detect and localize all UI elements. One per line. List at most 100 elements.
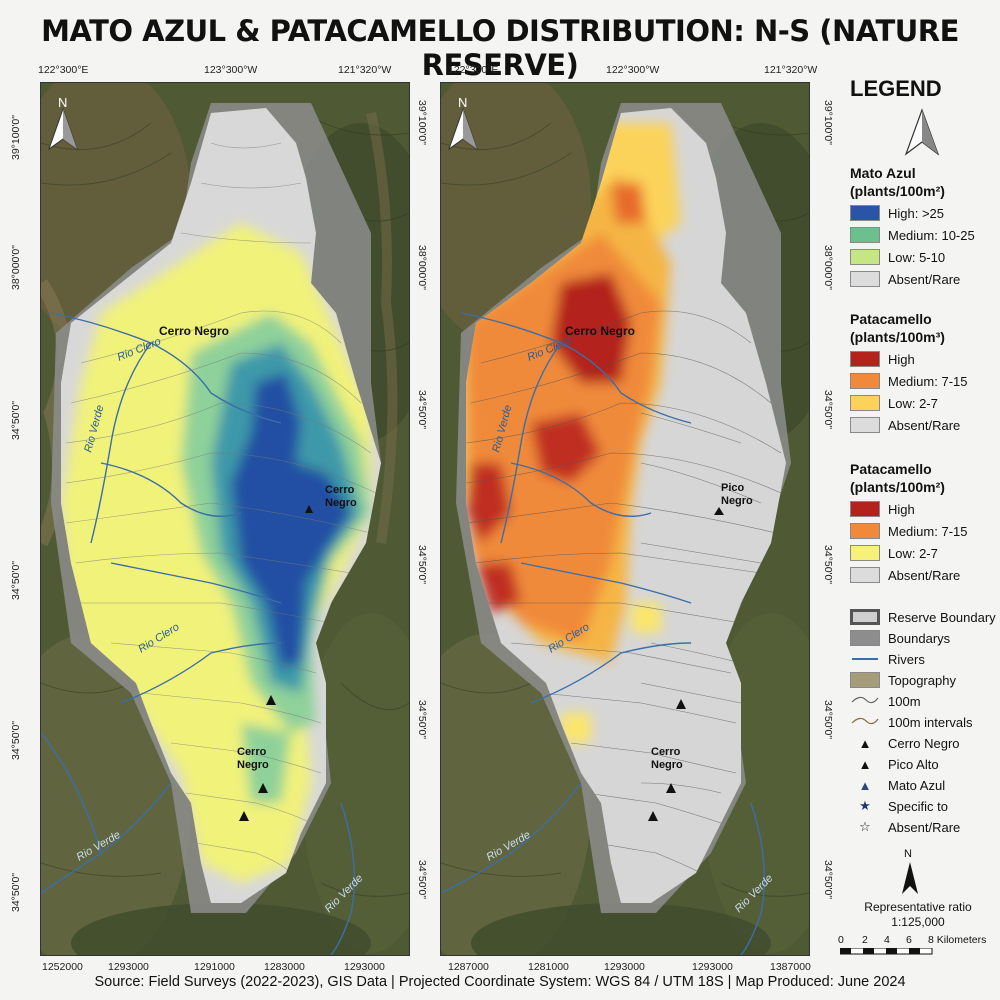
legend-north-arrow-icon xyxy=(904,108,940,156)
legend-item: ▲ Pico Alto xyxy=(850,755,939,773)
contour-line-icon xyxy=(850,694,880,709)
svg-text:N: N xyxy=(58,95,67,110)
right-side-coord-5: 34°50'0" xyxy=(822,700,834,740)
mato-azul-map[interactable]: Cerro Negro Cerro Negro Cerro Negro Rio Cl… xyxy=(40,82,410,956)
right-side-coord-2: 38°000'0" xyxy=(822,245,834,290)
legend-label: Absent/Rare xyxy=(888,417,961,433)
legend-swatch xyxy=(850,395,880,411)
legend-heading-patacamello-1: Patacamello (plants/100m³) xyxy=(850,310,945,346)
scale-ratio: 1:125,000 xyxy=(891,915,945,929)
mid-left-coord-1: 39°100'0" xyxy=(416,100,428,145)
legend-label: 100m intervals xyxy=(888,714,973,730)
peak-triangle-icon xyxy=(258,783,268,793)
legend-label: High xyxy=(888,351,915,367)
legend-item: ▲ Mato Azul xyxy=(850,776,946,794)
legend-label: Medium: 10-25 xyxy=(888,227,975,243)
mid-left-coord-6: 34°50'0" xyxy=(416,860,428,900)
legend-heading-line: (plants/100m³) xyxy=(850,329,945,345)
legend-item: Medium: 7-15 xyxy=(850,372,967,390)
legend-item: Medium: 7-15 xyxy=(850,522,967,540)
legend-item: Topography xyxy=(850,671,956,689)
legend-heading-line: (plants/100m²) xyxy=(850,183,945,199)
patacamello-map[interactable]: Cerro Negro Pico Negro Cerro Negro Rio Cle… xyxy=(440,82,810,956)
right-bottom-coord-3: 1293000 xyxy=(604,961,645,973)
right-bottom-coord-4: 1293000 xyxy=(692,961,733,973)
legend-heading-patacamello-2: Patacamello (plants/100m²) xyxy=(850,460,945,496)
scale-tick-label: 0 xyxy=(838,934,844,946)
legend-swatch xyxy=(850,351,880,367)
legend-item: 100m intervals xyxy=(850,713,973,731)
mid-left-coord-3: 34°50'0" xyxy=(416,390,428,430)
place-label-cerro-negro-3: Cerro Negro xyxy=(651,746,683,771)
legend-item: Low: 2-7 xyxy=(850,394,938,412)
left-bottom-coord-5: 1293000 xyxy=(344,961,385,973)
scale-tick-label: 2 xyxy=(862,934,868,946)
left-bottom-coord-4: 1283000 xyxy=(264,961,305,973)
legend-item: Rivers xyxy=(850,650,925,668)
river-line-icon xyxy=(850,652,880,667)
mid-left-coord-2: 38°000'0" xyxy=(416,245,428,290)
legend-label: Mato Azul xyxy=(888,777,946,793)
legend-label: Low: 2-7 xyxy=(888,395,938,411)
right-side-coord-6: 34°50'0" xyxy=(822,860,834,900)
patacamello-map-svg: Cerro Negro Pico Negro Cerro Negro Rio Cle… xyxy=(441,83,809,955)
contour-line-icon xyxy=(850,715,880,730)
legend-label: Low: 5-10 xyxy=(888,249,946,265)
peak-triangle-icon xyxy=(266,695,276,705)
legend-swatch xyxy=(850,523,880,539)
legend-swatch xyxy=(850,249,880,265)
left-side-coord-1: 39°100'0" xyxy=(10,115,22,160)
legend-swatch xyxy=(850,417,880,433)
legend-item: ☆ Absent/Rare xyxy=(850,818,960,836)
legend-item: Boundarys xyxy=(850,629,950,647)
north-arrow-icon: N xyxy=(448,95,478,151)
legend-swatch xyxy=(850,373,880,389)
left-side-coord-2: 38°000'0" xyxy=(10,245,22,290)
right-bottom-coord-1: 1287000 xyxy=(448,961,489,973)
legend-label: High: >25 xyxy=(888,205,945,221)
north-arrow-icon: N xyxy=(48,95,78,151)
topography-swatch-icon xyxy=(850,672,880,688)
legend-swatch xyxy=(850,501,880,517)
legend-swatch xyxy=(850,545,880,561)
black-triangle-icon: ▲ xyxy=(858,735,872,751)
legend-item: Medium: 10-25 xyxy=(850,226,975,244)
boundary-swatch-icon xyxy=(850,630,880,646)
left-side-coord-3: 34°50'0" xyxy=(10,400,22,440)
legend-label: Specific to xyxy=(888,798,948,814)
scale-bar xyxy=(840,948,933,955)
place-label-cerro-negro-1: Cerro Negro xyxy=(565,324,635,338)
peak-markers xyxy=(648,507,724,821)
right-side-coord-4: 34°50'0" xyxy=(822,545,834,585)
legend-title: LEGEND xyxy=(850,76,942,101)
legend-label: Topography xyxy=(888,672,956,688)
legend-item: ★ Specific to xyxy=(850,797,948,815)
place-label-cerro-negro-3: Cerro Negro xyxy=(237,746,269,771)
legend-item: Absent/Rare xyxy=(850,270,960,288)
legend-item: High: >25 xyxy=(850,204,944,222)
legend-label: Pico Alto xyxy=(888,756,939,772)
peak-triangle-icon xyxy=(666,783,676,793)
scale-ticks: 0 2 4 6 8 Kilometers xyxy=(838,934,998,948)
mato-azul-map-svg: Cerro Negro Cerro Negro Cerro Negro Rio Cl… xyxy=(41,83,409,955)
legend-label: Reserve Boundary xyxy=(888,609,996,625)
mid-left-coord-4: 34°50'0" xyxy=(416,545,428,585)
reserve-boundary-swatch-icon xyxy=(850,609,880,625)
left-side-coord-6: 34°50'0" xyxy=(10,872,22,912)
legend-item: Low: 5-10 xyxy=(850,248,945,266)
legend-item: Absent/Rare xyxy=(850,416,960,434)
legend-label: Low: 2-7 xyxy=(888,545,938,561)
legend-item: High xyxy=(850,350,915,368)
left-top-coord-2: 123°300°W xyxy=(204,64,258,76)
legend-heading-line: Mato Azul xyxy=(850,165,916,181)
legend-label: Absent/Rare xyxy=(888,567,961,583)
legend-item: Absent/Rare xyxy=(850,566,960,584)
peak-markers xyxy=(239,505,313,821)
legend-label: Rivers xyxy=(888,651,925,667)
left-bottom-coord-3: 1291000 xyxy=(194,961,235,973)
legend-heading-line: Patacamello xyxy=(850,461,932,477)
legend-label: Medium: 7-15 xyxy=(888,373,968,389)
legend-heading-line: Patacamello xyxy=(850,311,932,327)
legend-heading-mato-azul: Mato Azul (plants/100m²) xyxy=(850,164,945,200)
rivers xyxy=(441,312,766,955)
